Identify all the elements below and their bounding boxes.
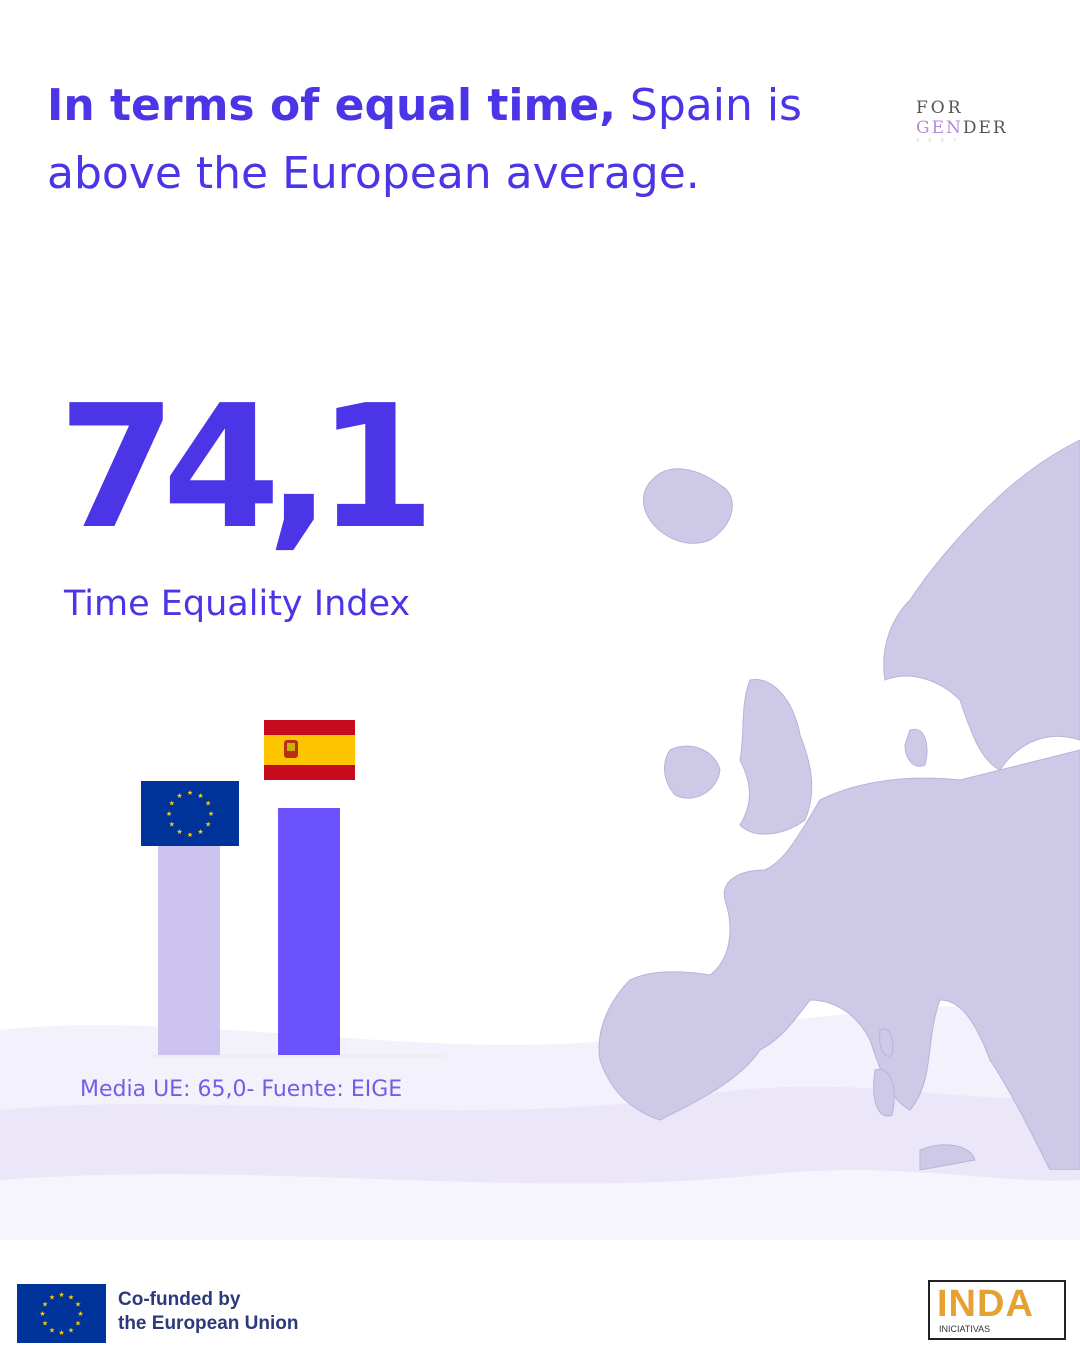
svg-text:★: ★	[197, 828, 203, 836]
mainland-europe-shape	[598, 749, 1080, 1170]
source-note: Media UE: 65,0- Fuente: EIGE	[80, 1077, 403, 1102]
spain-flag-icon	[264, 720, 355, 780]
svg-text:★: ★	[187, 831, 193, 839]
svg-text:★: ★	[49, 1326, 55, 1334]
cofunded-line-2: the European Union	[118, 1313, 299, 1334]
svg-text:★: ★	[68, 1326, 74, 1334]
europe-map	[598, 440, 1080, 1170]
bar-spain	[278, 808, 340, 1055]
inda-logo: INDA INICIATIVAS	[928, 1280, 1066, 1340]
bar-eu	[158, 838, 220, 1055]
ireland-shape	[664, 745, 721, 799]
iceland-shape	[643, 468, 733, 544]
headline-bold: In terms of equal time,	[47, 80, 616, 131]
svg-text:★: ★	[166, 810, 172, 818]
inda-logo-wordmark: INDA	[937, 1283, 1034, 1325]
stat-label: Time Equality Index	[64, 584, 411, 624]
eu-flag-icon: ★ ★★★★★★★★★★★	[141, 781, 239, 846]
bar-chart: ★ ★★★★★★★★★★★	[141, 720, 446, 1058]
svg-text:★: ★	[58, 1291, 64, 1299]
svg-text:★: ★	[42, 1319, 48, 1327]
stat-value: 74,1	[58, 369, 435, 567]
svg-text:★: ★	[49, 1293, 55, 1301]
svg-text:★: ★	[176, 828, 182, 836]
logo-line-2a: GEN	[916, 118, 963, 138]
svg-text:★: ★	[169, 820, 175, 828]
svg-text:★: ★	[208, 810, 214, 818]
svg-text:★: ★	[176, 792, 182, 800]
svg-text:★: ★	[197, 792, 203, 800]
logo-line-2: GENDER	[916, 118, 1026, 138]
svg-text:★: ★	[169, 799, 175, 807]
eu-footer-flag-icon: ★ ★★★★★★★★★★★	[17, 1284, 106, 1343]
bars-layer	[158, 808, 340, 1055]
inda-logo-subtitle: INICIATIVAS	[939, 1324, 991, 1334]
svg-text:★: ★	[68, 1293, 74, 1301]
sardinia-shape	[873, 1068, 895, 1117]
great-britain-shape	[739, 679, 813, 835]
logo-line-1: FOR	[916, 98, 964, 118]
cofunded-text: Co-funded by the European Union	[118, 1288, 299, 1336]
svg-text:★: ★	[58, 1329, 64, 1337]
svg-text:★: ★	[205, 799, 211, 807]
svg-text:★: ★	[187, 789, 193, 797]
headline: In terms of equal time, Spain is above t…	[47, 72, 847, 208]
sicily-shape	[919, 1144, 976, 1170]
svg-text:★: ★	[39, 1310, 45, 1318]
headline-regular: Spain is above the European average.	[47, 80, 802, 199]
scandinavia-shape	[883, 440, 1080, 771]
logo-line-2b: DER	[962, 118, 1008, 138]
corsica-shape	[879, 1028, 894, 1057]
svg-text:★: ★	[205, 820, 211, 828]
forgender-logo: FOR GENDER SEXY	[916, 98, 1026, 148]
svg-text:★: ★	[75, 1319, 81, 1327]
logo-line-3: SEXY	[916, 138, 966, 144]
svg-text:★: ★	[42, 1300, 48, 1308]
svg-text:★: ★	[75, 1300, 81, 1308]
denmark-shape	[904, 728, 928, 767]
svg-text:★: ★	[77, 1310, 83, 1318]
background-waves	[0, 1005, 1080, 1240]
cofunded-line-1: Co-funded by	[118, 1289, 241, 1310]
